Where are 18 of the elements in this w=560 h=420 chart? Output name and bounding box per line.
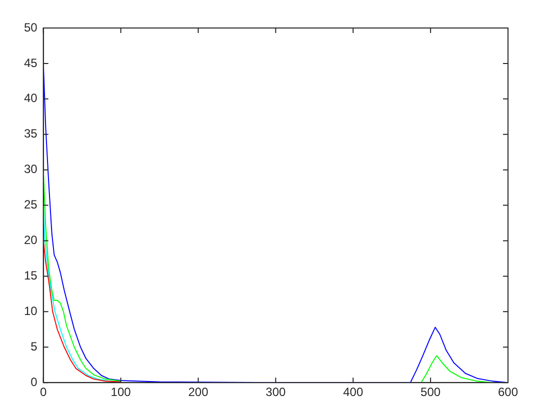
y-tick-label: 30 — [24, 162, 38, 176]
y-tick-label: 15 — [24, 268, 38, 283]
y-tick-label: 25 — [24, 198, 38, 212]
y-tick-label: 0 — [30, 374, 38, 389]
x-tick-label: 500 — [420, 385, 441, 400]
x-tick-label: 0 — [40, 385, 48, 400]
y-tick-label: 50 — [24, 20, 38, 34]
y-tick-label: 20 — [24, 233, 38, 248]
y-tick-label: 35 — [24, 126, 38, 141]
x-tick-label: 300 — [266, 385, 286, 400]
x-tick-label: 200 — [188, 385, 209, 400]
y-tick-label: 45 — [24, 56, 38, 70]
y-tick-label: 10 — [24, 304, 38, 318]
x-tick-label: 100 — [110, 385, 132, 400]
x-tick-label: 600 — [498, 385, 518, 400]
y-tick-label: 5 — [30, 339, 38, 354]
x-tick-label: 400 — [343, 385, 364, 400]
y-tick-label: 40 — [24, 91, 38, 106]
